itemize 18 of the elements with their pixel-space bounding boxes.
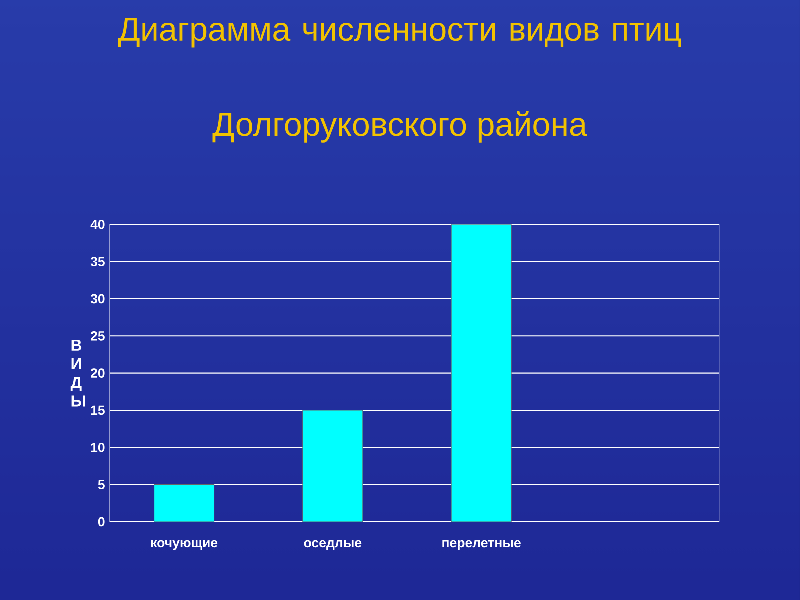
y-tick-label: 30 [90, 294, 105, 304]
chart-title: Диаграмма численности видов птиц [118, 18, 682, 48]
x-tick-label: перелетные [442, 540, 521, 550]
y-tick-label: 15 [91, 406, 105, 416]
y-tick-label: 5 [98, 480, 105, 490]
bar [302, 410, 364, 522]
x-tick-label: оседлые [304, 540, 362, 550]
x-tick-label: кочующие [152, 540, 218, 550]
y-tick-label: 10 [91, 442, 105, 452]
chart-subtitle: Долгоруковского района [212, 111, 588, 143]
bar [451, 224, 512, 522]
y-tick-label: 35 [90, 257, 105, 267]
y-tick-label: 25 [91, 331, 105, 341]
y-tick-label: 20 [91, 368, 105, 378]
y-tick-label: 40 [90, 220, 105, 230]
y-tick-label: 0 [98, 517, 105, 527]
bar [154, 484, 215, 522]
y-axis-title: В И Д Ы [70, 340, 86, 407]
